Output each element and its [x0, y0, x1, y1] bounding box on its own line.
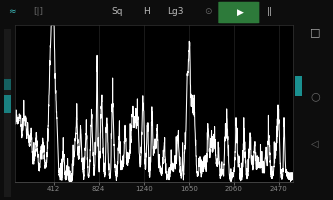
Text: ◁: ◁ — [311, 139, 319, 149]
Text: Sq: Sq — [112, 7, 123, 17]
Text: □: □ — [310, 27, 320, 37]
Text: Lg3: Lg3 — [167, 7, 184, 17]
Bar — [4, 79, 11, 90]
Text: ○: ○ — [310, 91, 320, 101]
Text: H: H — [143, 7, 150, 17]
Bar — [295, 76, 302, 96]
Bar — [4, 28, 11, 196]
Text: ≈: ≈ — [8, 7, 15, 17]
FancyBboxPatch shape — [218, 2, 259, 23]
Text: [|]: [|] — [33, 7, 43, 17]
Text: ||: || — [267, 7, 273, 17]
Bar — [4, 95, 11, 112]
Text: ⊙: ⊙ — [204, 7, 212, 17]
Text: ▶: ▶ — [237, 7, 244, 17]
